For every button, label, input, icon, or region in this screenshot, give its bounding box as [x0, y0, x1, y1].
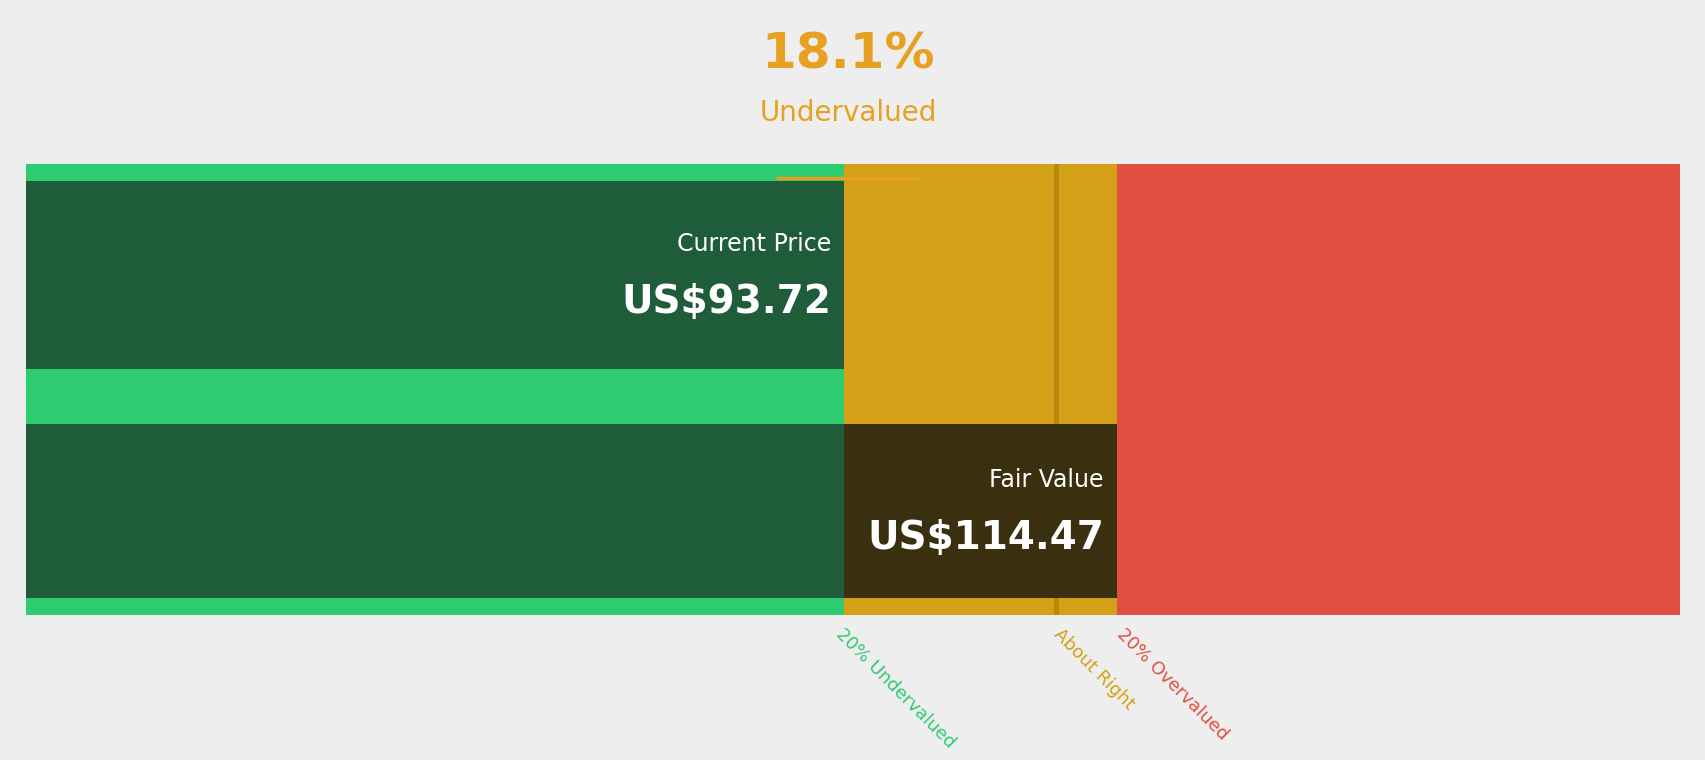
Text: US$114.47: US$114.47 [866, 519, 1103, 557]
Text: 20% Undervalued: 20% Undervalued [832, 625, 958, 752]
Text: 18.1%: 18.1% [760, 30, 934, 79]
Text: Current Price: Current Price [677, 233, 830, 256]
Bar [844, 423, 1117, 598]
Bar [1117, 164, 1679, 615]
Text: Fair Value: Fair Value [989, 468, 1103, 492]
Text: US$93.72: US$93.72 [621, 283, 830, 321]
Text: About Right: About Right [1050, 625, 1137, 713]
Bar [1054, 164, 1059, 615]
Bar [26, 423, 844, 598]
Text: Undervalued: Undervalued [759, 99, 936, 127]
Text: 20% Overvalued: 20% Overvalued [1113, 625, 1231, 744]
Bar [844, 164, 1117, 615]
Bar [26, 164, 844, 615]
Bar [26, 181, 844, 369]
